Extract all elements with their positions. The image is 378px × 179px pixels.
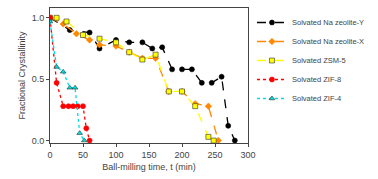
svg-text:50: 50 (78, 150, 88, 160)
svg-text:100: 100 (108, 150, 123, 160)
svg-text:Solvated ZIF-4: Solvated ZIF-4 (292, 94, 341, 103)
svg-text:150: 150 (141, 150, 156, 160)
svg-text:300: 300 (240, 150, 255, 160)
svg-text:0.0: 0.0 (32, 136, 45, 146)
svg-text:0.5: 0.5 (32, 74, 45, 84)
svg-text:Fractional Crystallinity: Fractional Crystallinity (17, 31, 27, 120)
svg-text:1.0: 1.0 (32, 13, 45, 23)
svg-text:Solvated ZIF-8: Solvated ZIF-8 (292, 75, 341, 84)
svg-text:250: 250 (207, 150, 222, 160)
svg-text:200: 200 (174, 150, 189, 160)
svg-text:0: 0 (47, 150, 52, 160)
svg-text:Solvated Na zeolite-Y: Solvated Na zeolite-Y (292, 18, 364, 27)
svg-text:Solvated Na zeolite-X: Solvated Na zeolite-X (292, 37, 364, 46)
svg-text:Solvated ZSM-5: Solvated ZSM-5 (292, 56, 346, 65)
svg-text:Ball-milling time, t (min): Ball-milling time, t (min) (102, 162, 196, 172)
